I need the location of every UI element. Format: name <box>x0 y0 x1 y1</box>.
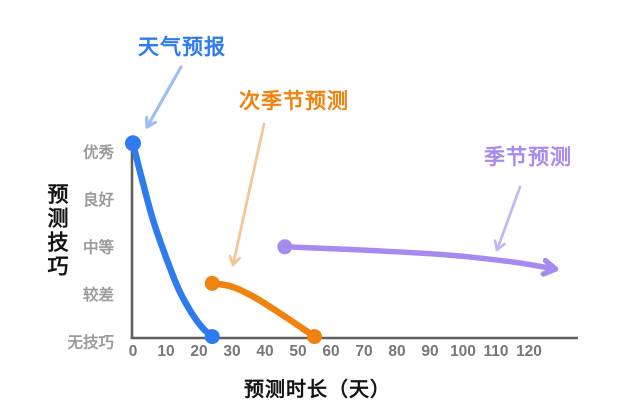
x-tick-label: 40 <box>256 343 273 360</box>
x-tick-label: 60 <box>322 343 339 360</box>
subseasonal-forecast-label: 次季节预测 <box>239 90 349 113</box>
x-tick-label: 50 <box>289 343 306 360</box>
x-tick-label: 100 <box>450 343 476 360</box>
y-category-label: 较差 <box>83 285 114 304</box>
subseasonal-forecast-annotation-arrow <box>231 122 266 267</box>
seasonal-forecast-arrowhead-icon <box>540 266 559 277</box>
x-tick-label: 20 <box>190 343 207 360</box>
y-category-label: 无技巧 <box>66 333 114 352</box>
subseasonal-forecast-start-dot <box>204 275 220 291</box>
x-tick-label: 110 <box>483 343 508 360</box>
subseasonal-forecast-curve <box>208 280 318 340</box>
subseasonal-forecast-annotation-arrowhead-icon <box>228 254 235 267</box>
seasonal-forecast-annotation-arrowhead-icon <box>493 239 499 252</box>
weather-forecast-annotation-arrow <box>145 65 183 129</box>
x-tick-label: 120 <box>516 343 542 360</box>
x-tick-label: 80 <box>388 343 405 360</box>
y-category-label: 良好 <box>83 190 115 209</box>
x-tick-label: 70 <box>355 343 372 360</box>
weather-forecast-curve <box>129 140 216 340</box>
y-axis-title: 预测技巧 <box>45 183 68 279</box>
weather-forecast-label: 天气预报 <box>138 36 226 59</box>
seasonal-forecast-curve <box>282 244 559 272</box>
x-tick-label: 10 <box>157 343 174 360</box>
x-tick-label: 30 <box>223 343 240 360</box>
x-tick-label: 90 <box>421 343 438 360</box>
subseasonal-forecast-end-dot <box>307 329 322 345</box>
seasonal-forecast-annotation-arrowhead-icon <box>495 242 506 252</box>
y-category-label: 优秀 <box>83 143 115 162</box>
x-axis-title: 预测时长（天） <box>244 379 391 401</box>
seasonal-forecast-start-dot <box>277 239 293 255</box>
subseasonal-forecast-annotation-arrowhead-icon <box>231 256 241 267</box>
y-category-label: 中等 <box>83 238 115 257</box>
seasonal-forecast-label: 季节预测 <box>484 146 572 169</box>
seasonal-forecast-annotation-arrow <box>495 185 522 252</box>
weather-forecast-start-dot <box>125 135 141 152</box>
weather-forecast-end-dot <box>204 329 220 345</box>
x-tick-label: 0 <box>129 343 138 360</box>
